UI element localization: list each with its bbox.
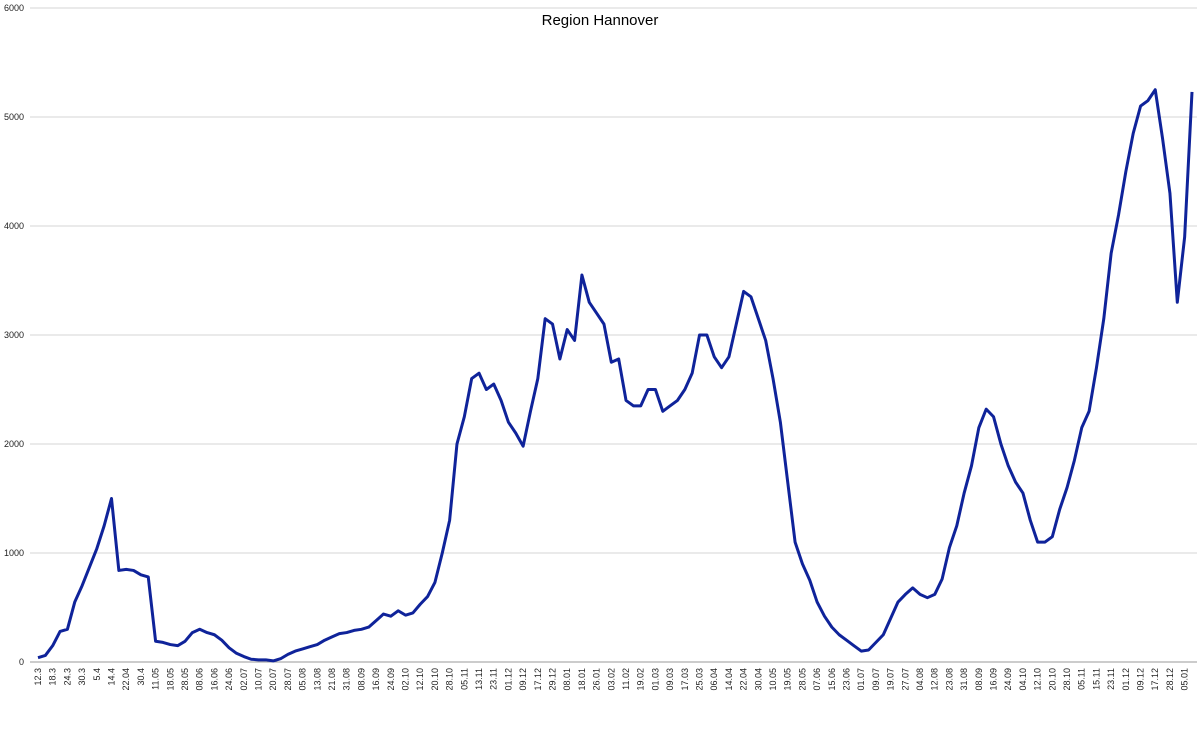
x-tick-label: 19.07 — [886, 668, 896, 691]
y-tick-label: 1000 — [4, 548, 24, 558]
y-tick-label: 5000 — [4, 112, 24, 122]
x-tick-label: 17.12 — [1150, 668, 1160, 691]
x-tick-label: 22.04 — [121, 668, 131, 691]
x-tick-label: 10.07 — [254, 668, 264, 691]
x-tick-label: 12.3 — [33, 668, 43, 686]
x-tick-label: 27.07 — [900, 668, 910, 691]
x-tick-label: 08.09 — [356, 668, 366, 691]
x-tick-label: 31.08 — [342, 668, 352, 691]
x-tick-label: 09.03 — [665, 668, 675, 691]
x-tick-label: 20.10 — [1047, 668, 1057, 691]
x-tick-label: 13.08 — [312, 668, 322, 691]
x-tick-label: 05.11 — [1077, 668, 1087, 690]
x-tick-label: 18.3 — [48, 668, 58, 686]
x-tick-label: 30.04 — [753, 668, 763, 691]
x-tick-label: 23.11 — [489, 668, 499, 690]
x-tick-label: 21.08 — [327, 668, 337, 691]
x-tick-label: 02.07 — [239, 668, 249, 691]
x-tick-label: 20.10 — [430, 668, 440, 691]
y-tick-label: 0 — [19, 657, 24, 667]
x-tick-label: 24.09 — [386, 668, 396, 691]
x-tick-label: 16.09 — [371, 668, 381, 691]
x-tick-label: 01.03 — [650, 668, 660, 691]
x-tick-label: 22.04 — [739, 668, 749, 691]
x-tick-label: 16.09 — [989, 668, 999, 691]
x-tick-label: 17.12 — [533, 668, 543, 691]
x-tick-label: 23.11 — [1106, 668, 1116, 690]
x-tick-label: 09.07 — [871, 668, 881, 691]
x-tick-label: 29.12 — [548, 668, 558, 691]
x-tick-label: 09.12 — [1136, 668, 1146, 691]
x-tick-label: 30.4 — [136, 668, 146, 686]
x-tick-label: 28.10 — [1062, 668, 1072, 691]
x-tick-label: 11.02 — [621, 668, 631, 690]
x-tick-label: 31.08 — [959, 668, 969, 691]
data-line — [37, 88, 1194, 663]
x-tick-label: 24.09 — [1003, 668, 1013, 691]
x-tick-label: 01.07 — [856, 668, 866, 691]
x-tick-label: 14.4 — [107, 668, 117, 686]
x-tick-label: 10.05 — [768, 668, 778, 691]
x-tick-label: 02.10 — [401, 668, 411, 691]
x-tick-label: 06.04 — [709, 668, 719, 691]
x-tick-label: 17.03 — [680, 668, 690, 691]
x-tick-label: 12.08 — [930, 668, 940, 691]
x-tick-label: 20.07 — [268, 668, 278, 691]
x-tick-label: 5.4 — [92, 668, 102, 681]
x-tick-label: 12.10 — [1033, 668, 1043, 691]
x-tick-label: 03.02 — [606, 668, 616, 691]
y-tick-label: 3000 — [4, 330, 24, 340]
y-tick-label: 2000 — [4, 439, 24, 449]
x-tick-label: 09.12 — [518, 668, 528, 691]
x-tick-label: 18.05 — [165, 668, 175, 691]
x-tick-label: 04.08 — [915, 668, 925, 691]
x-tick-label: 12.10 — [415, 668, 425, 691]
x-tick-label: 11.05 — [151, 668, 161, 690]
x-tick-label: 18.01 — [577, 668, 587, 691]
x-tick-label: 01.12 — [1121, 668, 1131, 691]
x-tick-label: 23.06 — [842, 668, 852, 691]
y-tick-label: 4000 — [4, 221, 24, 231]
chart-title: Region Hannover — [542, 12, 659, 29]
x-tick-label: 05.11 — [459, 668, 469, 690]
x-tick-label: 15.06 — [827, 668, 837, 691]
x-tick-label: 08.06 — [195, 668, 205, 691]
x-tick-label: 19.02 — [636, 668, 646, 691]
x-tick-label: 28.05 — [180, 668, 190, 691]
x-tick-label: 08.09 — [974, 668, 984, 691]
x-tick-label: 26.01 — [592, 668, 602, 691]
x-tick-label: 01.12 — [503, 668, 513, 691]
x-tick-label: 25.03 — [695, 668, 705, 691]
x-tick-label: 24.06 — [224, 668, 234, 691]
x-tick-label: 23.08 — [944, 668, 954, 691]
x-tick-label: 16.06 — [209, 668, 219, 691]
x-tick-label: 07.06 — [812, 668, 822, 691]
x-tick-label: 05.01 — [1180, 668, 1190, 691]
x-tick-label: 28.05 — [797, 668, 807, 691]
x-tick-label: 13.11 — [474, 668, 484, 690]
x-tick-label: 19.05 — [783, 668, 793, 691]
x-tick-label: 30.3 — [77, 668, 87, 686]
x-tick-label: 04.10 — [1018, 668, 1028, 691]
x-tick-label: 28.10 — [445, 668, 455, 691]
x-tick-label: 08.01 — [562, 668, 572, 691]
x-tick-label: 15.11 — [1091, 668, 1101, 690]
x-tick-label: 14.04 — [724, 668, 734, 691]
y-tick-label: 6000 — [4, 3, 24, 13]
x-tick-label: 05.08 — [298, 668, 308, 691]
x-tick-label: 24.3 — [62, 668, 72, 686]
x-tick-label: 28.12 — [1165, 668, 1175, 691]
x-tick-label: 28.07 — [283, 668, 293, 691]
